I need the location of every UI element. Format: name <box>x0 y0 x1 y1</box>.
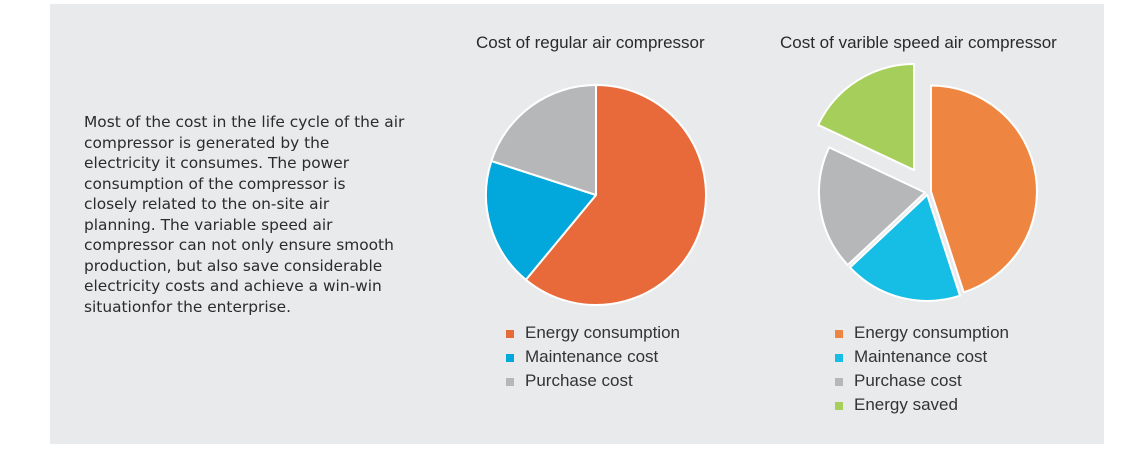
legend-label: Purchase cost <box>854 371 962 390</box>
pie-slice-maintenance-cost <box>848 193 962 302</box>
pie-slice-purchase-cost <box>490 84 597 196</box>
legend-item-maintenance-cost: Maintenance cost <box>506 345 680 369</box>
chart-title-regular: Cost of regular air compressor <box>476 33 705 52</box>
legend-item-purchase-cost: Purchase cost <box>506 369 680 393</box>
legend-label: Purchase cost <box>525 371 633 390</box>
pie-chart-regular <box>485 84 707 306</box>
legend-swatch <box>835 402 843 410</box>
legend-label: Maintenance cost <box>525 347 659 366</box>
legend-swatch <box>506 354 514 362</box>
legend-swatch <box>506 378 514 386</box>
legend-regular: Energy consumption Maintenance cost Purcha… <box>506 321 680 393</box>
legend-swatch <box>835 330 843 338</box>
description-text: Most of the cost in the life cycle of th… <box>84 113 405 316</box>
legend-label: Maintenance cost <box>854 347 988 366</box>
pie-slice-energy-saved <box>817 63 916 172</box>
pie-slice-purchase-cost <box>818 146 927 267</box>
pie-slice-energy-consumption <box>524 84 707 306</box>
legend-swatch <box>835 378 843 386</box>
legend-label: Energy consumption <box>525 323 680 342</box>
legend-item-energy-consumption: Energy consumption <box>835 321 1009 345</box>
legend-swatch <box>506 330 514 338</box>
legend-swatch <box>835 354 843 362</box>
legend-item-maintenance-cost: Maintenance cost <box>835 345 1009 369</box>
legend-item-energy-consumption: Energy consumption <box>506 321 680 345</box>
pie-slice-energy-consumption <box>929 84 1038 294</box>
legend-label: Energy saved <box>854 395 958 414</box>
legend-item-energy-saved: Energy saved <box>835 393 1009 417</box>
legend-label: Energy consumption <box>854 323 1009 342</box>
legend-variable: Energy consumption Maintenance cost Purcha… <box>835 321 1009 417</box>
chart-title-variable: Cost of varible speed air compressor <box>780 33 1057 52</box>
legend-item-purchase-cost: Purchase cost <box>835 369 1009 393</box>
pie-slice-maintenance-cost <box>485 160 597 281</box>
pie-chart-variable <box>817 63 1038 302</box>
